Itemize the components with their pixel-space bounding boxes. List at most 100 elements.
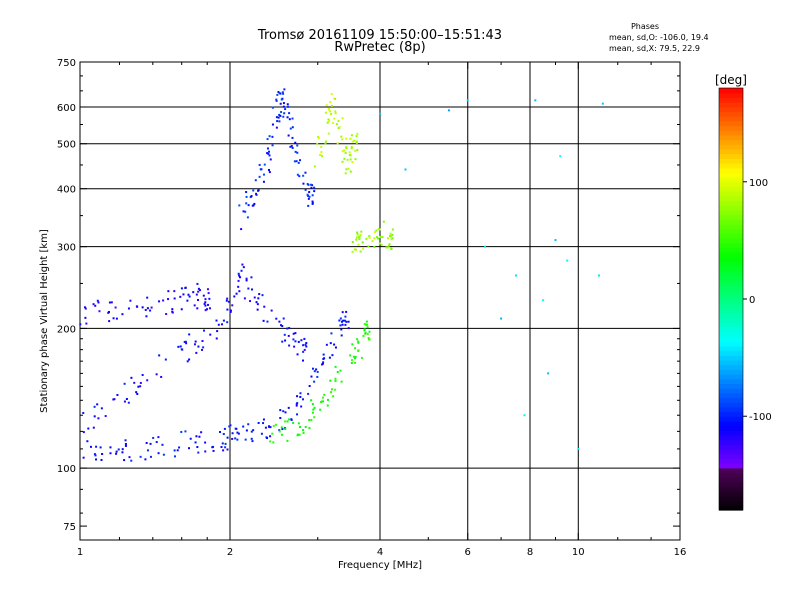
data-point [193,343,196,346]
phase-stats-x: mean, sd,X: 79.5, 22.9 [609,44,700,53]
data-point [99,446,102,449]
data-point [336,142,339,145]
data-point [269,435,272,438]
data-point [237,432,240,435]
data-point [353,139,356,142]
data-point [311,194,314,197]
data-point [82,456,85,459]
data-point [297,433,300,436]
data-point [284,411,287,414]
data-point [229,424,232,427]
data-point [245,277,248,280]
y-tick-label: 500 [57,140,76,151]
data-point [357,341,360,344]
data-point [281,91,284,94]
data-point [130,376,133,379]
data-point [351,240,354,243]
data-point [316,370,319,373]
data-point [345,310,348,313]
data-point [258,175,261,178]
data-point [357,349,360,352]
data-point [188,358,191,361]
data-point [326,404,329,407]
data-point [290,145,293,148]
data-point [258,293,261,296]
data-point [357,340,360,343]
data-point [268,154,271,157]
data-point [242,210,245,213]
data-point [350,146,353,149]
colorbar-segment [719,116,743,122]
data-point [327,132,330,135]
data-point [358,238,361,241]
data-point [282,92,285,95]
data-point [330,93,333,96]
y-tick-label: 750 [57,58,76,69]
data-point [301,398,304,401]
data-point [162,299,165,302]
data-point [281,428,284,431]
colorbar-segment [719,383,743,389]
data-point [345,168,348,171]
data-point [271,106,274,109]
data-point [263,163,266,166]
data-point [311,184,314,187]
colorbar-segment [719,364,743,370]
data-point [350,362,353,365]
data-point [350,359,353,362]
data-point [566,259,569,262]
data-point [373,237,376,240]
data-point [359,234,362,237]
data-point [289,127,292,130]
data-point [180,430,183,433]
data-point [303,348,306,351]
data-point [296,151,299,154]
data-point [302,429,305,432]
data-point [207,292,210,295]
colorbar-segment [719,425,743,431]
data-point [197,345,200,348]
data-point [256,308,259,311]
colorbar-segment [719,331,743,338]
data-point [82,431,85,434]
data-point [173,297,176,300]
data-point [225,299,228,302]
y-tick-label: 200 [57,324,76,335]
data-point [222,433,225,436]
data-point [357,243,360,246]
data-point [325,111,328,114]
data-point [124,442,127,445]
data-point [305,345,308,348]
data-point [354,347,357,350]
data-point [355,248,358,251]
data-point [247,423,250,426]
data-point [187,293,190,296]
data-point [283,112,286,115]
data-point [218,431,221,434]
data-point [299,395,302,398]
data-point [320,146,323,149]
data-point [368,236,371,239]
data-point [127,401,130,404]
colorbar-segment [719,467,743,474]
data-point [542,299,545,302]
data-point [319,408,322,411]
data-point [282,410,285,413]
data-point [307,183,310,186]
phases-header: Phases [630,22,660,31]
data-point [256,303,259,306]
data-point [356,231,359,234]
data-point [109,452,112,455]
data-point [368,338,371,341]
data-point [577,447,580,450]
data-point [322,361,325,364]
colorbar-segment [719,181,743,188]
data-point [183,340,186,343]
data-point [334,377,337,380]
data-point [212,449,215,452]
data-point [597,274,600,277]
data-point [244,210,247,213]
data-point [96,299,99,302]
data-point [280,426,283,429]
data-point [216,330,219,333]
